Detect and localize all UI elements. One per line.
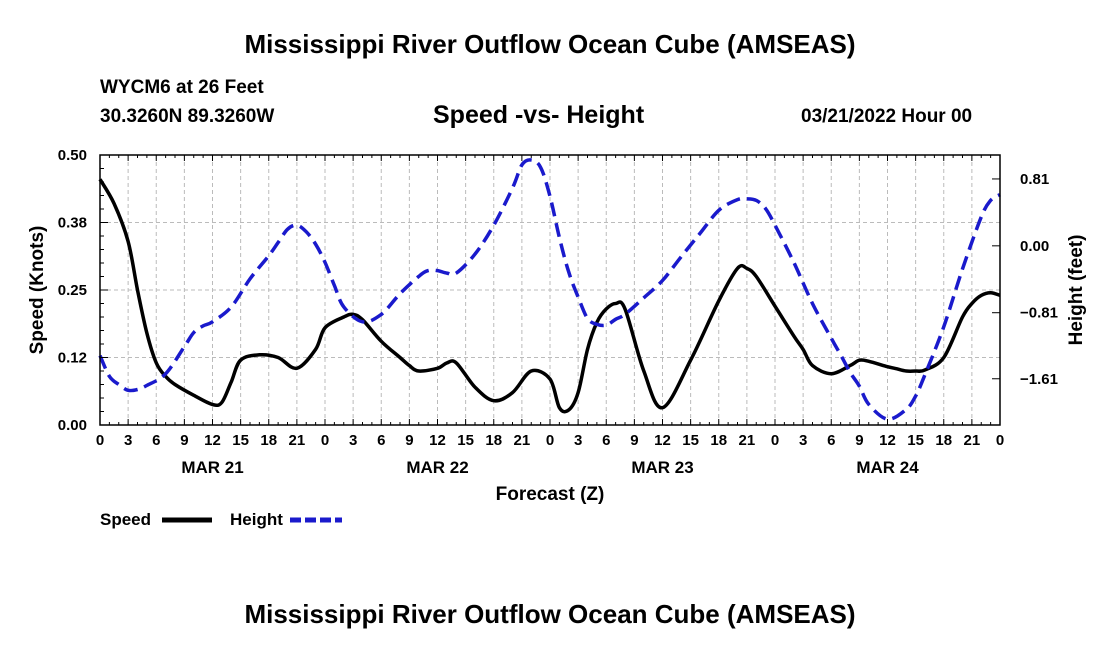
x-tick-label: 0 — [546, 432, 554, 449]
date-label: MAR 23 — [631, 458, 693, 477]
date-label: MAR 21 — [181, 458, 243, 477]
x-tick-label: 3 — [124, 432, 132, 449]
x-tick-label: 15 — [682, 432, 699, 449]
y-axis-label: Speed (Knots) — [27, 226, 48, 355]
legend-height-label: Height — [230, 510, 283, 529]
date-label: MAR 22 — [406, 458, 468, 477]
x-tick-label: 18 — [935, 432, 952, 449]
station-label: WYCM6 at 26 Feet — [100, 77, 264, 98]
x-tick-label: 21 — [739, 432, 756, 449]
x-tick-label: 0 — [321, 432, 329, 449]
x-tick-label: 0 — [96, 432, 104, 449]
x-tick-label: 15 — [232, 432, 249, 449]
y-tick-label: 0.12 — [58, 350, 87, 367]
x-tick-label: 18 — [710, 432, 727, 449]
y-tick-label: 0.25 — [58, 282, 87, 299]
x-tick-label: 3 — [799, 432, 807, 449]
y-tick-label: 0.00 — [58, 417, 87, 434]
x-tick-label: 12 — [654, 432, 671, 449]
x-tick-label: 18 — [260, 432, 277, 449]
y2-tick-label: 0.81 — [1020, 171, 1049, 188]
x-tick-label: 9 — [405, 432, 413, 449]
x-tick-label: 18 — [485, 432, 502, 449]
legend-speed-label: Speed — [100, 510, 151, 529]
x-tick-label: 9 — [180, 432, 188, 449]
x-tick-label: 21 — [514, 432, 531, 449]
x-tick-label: 6 — [827, 432, 835, 449]
x-tick-label: 21 — [964, 432, 981, 449]
x-tick-label: 6 — [602, 432, 610, 449]
height-series-line — [98, 158, 1001, 421]
y2-tick-label: 0.00 — [1020, 238, 1049, 255]
x-tick-label: 0 — [996, 432, 1004, 449]
chart-title: Mississippi River Outflow Ocean Cube (AM… — [244, 29, 856, 59]
coordinates-label: 30.3260N 89.3260W — [100, 106, 275, 127]
x-tick-label: 6 — [377, 432, 385, 449]
x-tick-label: 3 — [349, 432, 357, 449]
chart-subtitle: Speed -vs- Height — [433, 101, 645, 129]
x-tick-label: 21 — [289, 432, 306, 449]
x-tick-label: 15 — [457, 432, 474, 449]
y-tick-label: 0.50 — [58, 147, 87, 164]
x-tick-label: 6 — [152, 432, 160, 449]
x-tick-label: 9 — [855, 432, 863, 449]
y2-axis-label: Height (feet) — [1066, 235, 1087, 346]
x-tick-label: 9 — [630, 432, 638, 449]
x-tick-label: 12 — [204, 432, 221, 449]
y-tick-label: 0.38 — [58, 215, 87, 232]
forecast-datetime: 03/21/2022 Hour 00 — [801, 106, 973, 127]
speed-series-line — [98, 178, 1001, 414]
footer-title: Mississippi River Outflow Ocean Cube (AM… — [244, 599, 856, 629]
x-tick-label: 0 — [771, 432, 779, 449]
x-tick-label: 12 — [429, 432, 446, 449]
x-tick-label: 12 — [879, 432, 896, 449]
x-tick-label: 3 — [574, 432, 582, 449]
y2-tick-label: −0.81 — [1020, 305, 1058, 322]
date-label: MAR 24 — [856, 458, 919, 477]
x-axis-label: Forecast (Z) — [496, 484, 605, 505]
speed-height-chart: 0 3 6 9 12 15 18 21 0 3 6 9 12 15 18 21 0 3 6 9 12 15 18 21 0 3 6 9… — [27, 147, 1087, 529]
y2-tick-label: −1.61 — [1020, 371, 1058, 388]
legend: Speed Height — [100, 510, 342, 529]
x-tick-label: 15 — [907, 432, 924, 449]
